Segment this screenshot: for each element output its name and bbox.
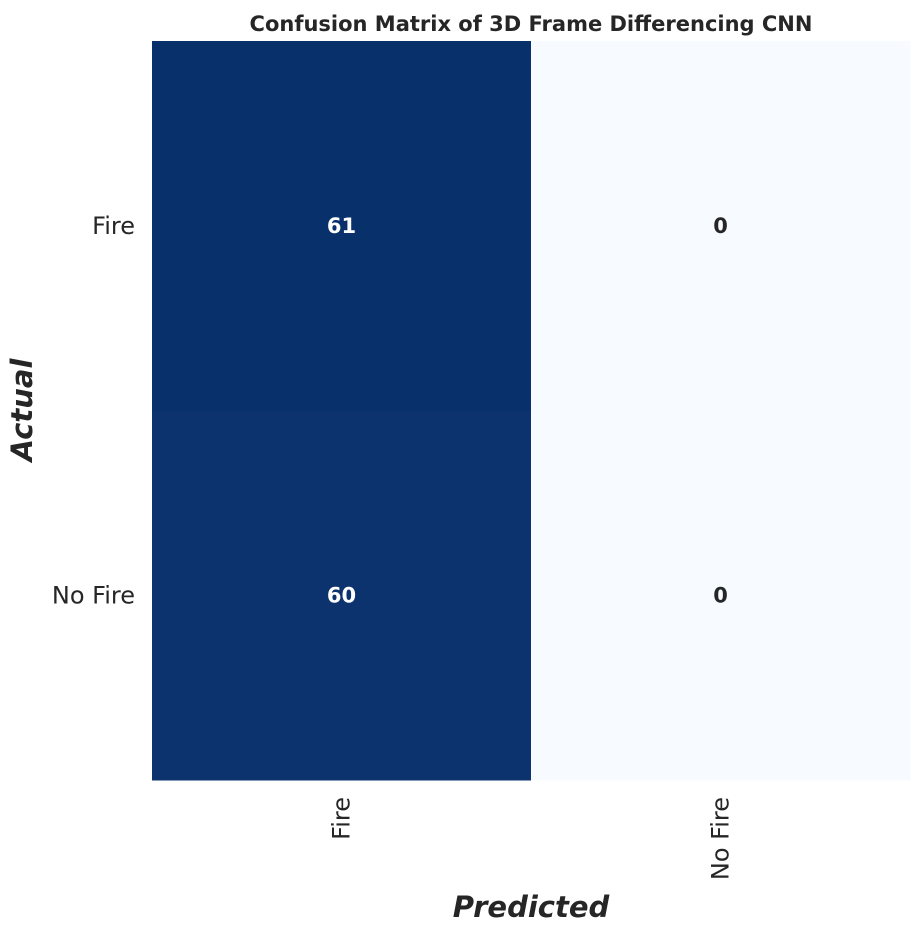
heatmap-cell [152, 41, 532, 411]
heatmap-cell [531, 41, 911, 411]
y-tick-labels: Fire No Fire [52, 212, 135, 610]
cell-value-label: 61 [327, 214, 356, 238]
heatmap-cell [152, 410, 532, 781]
x-tick-labels: Fire No Fire [328, 797, 735, 880]
x-tick-label: No Fire [707, 797, 735, 880]
cell-value-label: 60 [327, 583, 356, 607]
y-tick-label: No Fire [52, 581, 135, 609]
x-axis-label: Predicted [453, 890, 610, 924]
chart-title: Confusion Matrix of 3D Frame Differencin… [250, 12, 813, 36]
cell-value-label: 0 [713, 214, 728, 238]
cell-value-label: 0 [713, 583, 728, 607]
y-axis-label: Actual [5, 358, 39, 464]
x-tick-label: Fire [328, 797, 356, 840]
heatmap-cell [531, 410, 911, 781]
y-tick-label: Fire [92, 212, 135, 240]
cell-annotations: 61 0 60 0 [327, 214, 728, 608]
heatmap-cells [152, 41, 911, 781]
